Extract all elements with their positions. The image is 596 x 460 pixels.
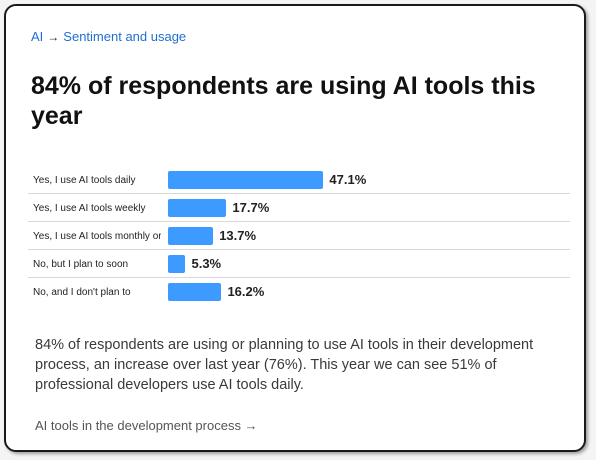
- breadcrumb-arrow-icon: →: [47, 29, 60, 44]
- description-text: 84% of respondents are using or planning…: [35, 337, 534, 393]
- bar-category-label: No, and I don't plan to: [33, 287, 131, 298]
- breadcrumb: AI → Sentiment and usage: [31, 29, 186, 44]
- bar: [168, 199, 227, 217]
- bar-category-label: Yes, I use AI tools daily: [33, 175, 136, 186]
- bar-value-label: 5.3%: [191, 256, 222, 271]
- chart-row: Yes, I use AI tools monthly or infrequen…: [28, 222, 570, 250]
- bar: [168, 283, 222, 301]
- next-section-link[interactable]: AI tools in the development process →: [35, 418, 258, 433]
- bar-value-label: 47.1%: [329, 172, 367, 187]
- bar-category-label: Yes, I use AI tools monthly or infrequen…: [33, 231, 161, 242]
- chart-row: Yes, I use AI tools daily 47.1%: [28, 166, 570, 194]
- bar-chart: Yes, I use AI tools daily 47.1% Yes, I use…: [28, 166, 570, 305]
- bar: [168, 171, 324, 189]
- bar: [168, 227, 214, 245]
- survey-card: AI → Sentiment and usage 84% of responde…: [4, 4, 586, 452]
- breadcrumb-link-sentiment[interactable]: Sentiment and usage: [63, 29, 187, 44]
- bar-category-label: Yes, I use AI tools weekly: [33, 203, 146, 214]
- bar-value-label: 13.7%: [219, 228, 257, 243]
- page-title: 84% of respondents are using AI tools th…: [31, 72, 536, 130]
- chart-row: No, and I don't plan to 16.2%: [28, 278, 570, 305]
- breadcrumb-link-ai[interactable]: AI: [31, 29, 44, 44]
- bar-value-label: 17.7%: [232, 200, 270, 215]
- chart-row: Yes, I use AI tools weekly 17.7%: [28, 194, 570, 222]
- bar: [168, 255, 186, 273]
- chart-row: No, but I plan to soon 5.3%: [28, 250, 570, 278]
- bar-value-label: 16.2%: [227, 284, 265, 299]
- bar-category-label: No, but I plan to soon: [33, 259, 129, 270]
